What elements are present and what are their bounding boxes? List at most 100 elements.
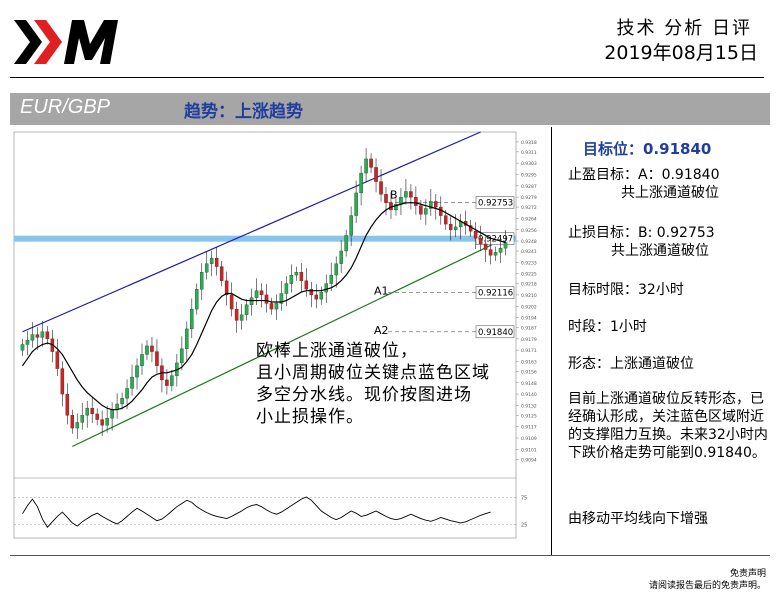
candle-body: [180, 348, 184, 364]
candle-body: [264, 294, 269, 304]
y-tick-label: 0.9125: [521, 413, 537, 419]
candle-body: [364, 158, 368, 174]
candle-body: [314, 294, 319, 300]
candle-body: [483, 243, 488, 250]
chart-period: 时段：1小时: [568, 319, 647, 335]
candle-body: [349, 215, 353, 236]
target-price: 目标位：0.91840: [583, 140, 712, 158]
oscillator-panel: 75 25: [14, 496, 527, 529]
candle-body: [135, 365, 139, 378]
candle-body: [414, 197, 418, 206]
chart-frame: [13, 131, 517, 539]
candle-body: [493, 252, 498, 256]
level-name: A1: [374, 285, 389, 298]
candle-body: [85, 408, 89, 416]
y-tick-label: 0.9233: [521, 260, 537, 266]
candle-body: [473, 231, 478, 239]
candle-body: [399, 197, 403, 205]
candle-body: [339, 250, 343, 264]
y-tick-label: 0.9295: [521, 173, 537, 179]
moving-average: [21, 202, 506, 411]
candle-body: [394, 204, 398, 211]
candle-body: [185, 328, 189, 349]
lower-channel-line: [72, 237, 506, 448]
xm-logo: [12, 14, 124, 70]
chart-grid: [13, 131, 517, 539]
candle-body: [498, 248, 503, 253]
candle-body: [324, 283, 328, 293]
candle-body: [30, 334, 35, 341]
stop-loss-line: 止损目标：B: 0.92753: [568, 225, 715, 241]
target-timeframe: 目标时限：32小时: [568, 282, 684, 298]
candle-body: [404, 191, 408, 198]
key-zone-band: [14, 235, 516, 242]
y-tick-label: 0.9109: [521, 436, 537, 442]
candle-body: [224, 280, 229, 296]
candle-body: [105, 418, 109, 426]
y-tick-label: 0.9272: [521, 205, 537, 211]
chart-comment-line: 欧棒上涨通道破位，: [256, 341, 418, 361]
candle-body: [239, 314, 244, 321]
candle-body: [384, 194, 388, 203]
report-title: 技术 分析 日评: [616, 18, 752, 39]
candle-body: [369, 158, 373, 168]
candle-body: [359, 172, 363, 194]
chart-comment: 欧棒上涨通道破位， 且小周期破位关键点蓝色区域 多空分水线。现价按图进场 小止损…: [256, 340, 490, 428]
candle-body: [453, 226, 458, 230]
candle-body: [40, 331, 45, 338]
level-price-box: [475, 325, 515, 339]
ma-line: [21, 202, 506, 411]
candle-body: [65, 393, 70, 416]
candle-body: [209, 257, 214, 264]
xm-logo-mark: [14, 20, 118, 64]
candle-body: [80, 415, 84, 423]
candlestick-series: [20, 148, 508, 439]
candle-body: [444, 215, 448, 225]
candle-body: [434, 201, 438, 208]
upper-channel-line: [22, 131, 481, 333]
candle-body: [319, 291, 324, 300]
candle-body: [354, 192, 358, 216]
y-tick-label: 0.9132: [521, 403, 537, 409]
level-price-box: [475, 286, 515, 299]
y-tick-label: 0.9187: [521, 326, 537, 332]
candle-body: [488, 249, 493, 256]
candle-body: [289, 274, 294, 284]
y-tick-label: 0.9311: [521, 150, 537, 156]
candle-body: [478, 238, 483, 245]
candle-body: [234, 308, 239, 321]
y-tick-label: 0.9156: [521, 369, 537, 375]
candle-body: [130, 376, 134, 389]
candle-body: [374, 167, 378, 182]
candle-body: [439, 206, 443, 216]
candle-body: [334, 263, 338, 276]
report-date: 2019年08月15日: [604, 42, 758, 64]
candle-body: [95, 413, 99, 420]
y-tick-label: 0.9287: [521, 184, 537, 190]
candle-body: [55, 351, 60, 369]
candle-body: [448, 223, 453, 230]
disclaimer-title: 免责声明: [729, 569, 766, 579]
candle-body: [419, 205, 423, 215]
y-tick-label: 0.9117: [521, 425, 537, 431]
candle-body: [45, 331, 50, 339]
disclaimer-text: 请阅读报告最后的免责声明。: [648, 581, 766, 591]
osc-tick-label: 25: [521, 523, 527, 529]
osc-line: [22, 496, 491, 528]
candle-body: [204, 263, 209, 273]
chart-comment-line: 多空分水线。现价按图进场: [256, 385, 472, 405]
candle-body: [424, 208, 428, 215]
price-axis: 0.9318 0.9311 0.9303 0.9295 0.9287 0.9279 0.92…: [516, 140, 537, 463]
y-tick-label: 0.9225: [521, 272, 537, 278]
candle-body: [120, 398, 124, 405]
y-tick-label: 0.9264: [521, 216, 537, 222]
y-tick-label: 0.9279: [521, 195, 537, 201]
y-tick-label: 0.9256: [521, 228, 537, 234]
candle-body: [125, 388, 129, 399]
candle-body: [170, 375, 174, 386]
candle-body: [140, 354, 144, 366]
y-tick-label: 0.9101: [521, 447, 537, 453]
y-tick-label: 0.9202: [521, 304, 537, 310]
